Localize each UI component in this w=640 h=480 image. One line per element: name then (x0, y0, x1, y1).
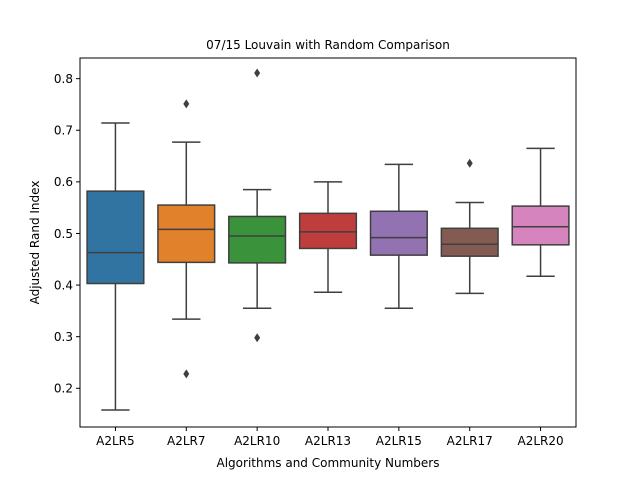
box-a2lr20 (511, 205, 570, 246)
outlier-point (466, 158, 473, 168)
y-axis: 0.2 0.3 0.4 0.5 0.6 0.7 0.8 (54, 72, 80, 396)
outlier-point (183, 99, 190, 109)
box-a2lr10 (228, 215, 287, 264)
box-a2lr13 (298, 212, 358, 250)
y-tick-label: 0.2 (54, 382, 73, 396)
box-a2lr15 (369, 210, 428, 256)
x-tick-label: A2LR10 (234, 434, 280, 448)
plot-marks (86, 68, 570, 411)
box-group-a2lr5 (86, 122, 145, 411)
box-group-a2lr13 (298, 181, 358, 294)
outlier-point (183, 369, 190, 379)
box-a2lr5 (86, 190, 145, 285)
box-group-a2lr10 (228, 68, 287, 343)
y-tick-label: 0.3 (54, 330, 73, 344)
x-tick-label: A2LR15 (376, 434, 422, 448)
x-tick-label: A2LR5 (96, 434, 135, 448)
outlier-point (254, 333, 261, 343)
box-group-a2lr20 (511, 147, 570, 278)
x-tick-label: A2LR7 (167, 434, 206, 448)
y-tick-label: 0.6 (54, 175, 73, 189)
x-axis-label: Algorithms and Community Numbers (217, 456, 440, 470)
x-axis: A2LR5 A2LR7 A2LR10 A2LR13 A2LR15 A2LR17 A2LR20 (96, 427, 564, 448)
y-axis-label: Adjusted Rand Index (28, 181, 42, 305)
y-tick-label: 0.5 (54, 227, 73, 241)
box-group-a2lr15 (369, 163, 428, 310)
outlier-point (254, 68, 261, 78)
x-tick-label: A2LR17 (447, 434, 493, 448)
box-group-a2lr7 (157, 99, 216, 379)
box-group-a2lr17 (440, 158, 499, 295)
y-tick-label: 0.7 (54, 124, 73, 138)
chart-title: 07/15 Louvain with Random Comparison (206, 38, 450, 52)
box-a2lr17 (440, 227, 499, 257)
y-tick-label: 0.4 (54, 278, 73, 292)
x-tick-label: A2LR13 (305, 434, 351, 448)
box-a2lr7 (157, 204, 216, 264)
y-tick-label: 0.8 (54, 72, 73, 86)
x-tick-label: A2LR20 (518, 434, 564, 448)
